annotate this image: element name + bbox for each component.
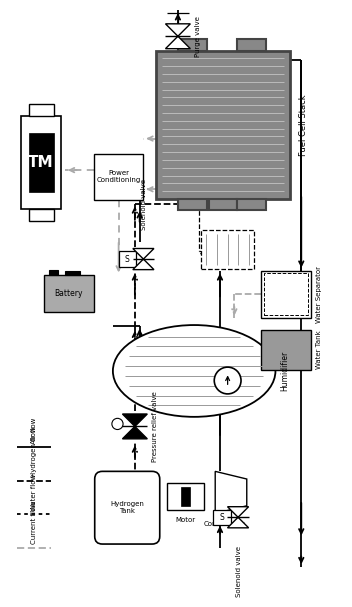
- Bar: [156, 50, 290, 199]
- Text: Humidifier: Humidifier: [280, 351, 289, 391]
- Text: TM: TM: [29, 155, 54, 170]
- Polygon shape: [227, 507, 249, 528]
- Ellipse shape: [113, 325, 276, 417]
- Polygon shape: [165, 24, 190, 49]
- Bar: [178, 39, 207, 50]
- Text: Purge valve: Purge valve: [195, 16, 201, 56]
- Bar: [178, 199, 207, 210]
- Text: Current flow: Current flow: [31, 501, 37, 544]
- Text: Compressor: Compressor: [204, 521, 246, 527]
- Bar: [208, 199, 237, 210]
- Text: Motor: Motor: [176, 517, 196, 523]
- Bar: [201, 231, 254, 269]
- Bar: [261, 330, 311, 370]
- Text: Hydrogen
Tank: Hydrogen Tank: [110, 501, 144, 514]
- Text: Water Tank: Water Tank: [316, 331, 322, 369]
- Text: Air flow: Air flow: [31, 417, 37, 444]
- Bar: [29, 209, 54, 221]
- Text: Solenoid valve: Solenoid valve: [142, 180, 147, 231]
- Polygon shape: [122, 414, 147, 439]
- Circle shape: [214, 367, 241, 394]
- Text: S: S: [125, 254, 130, 263]
- FancyBboxPatch shape: [95, 472, 160, 544]
- Bar: [49, 270, 58, 276]
- Bar: [21, 115, 61, 209]
- Bar: [237, 39, 266, 50]
- Bar: [29, 133, 54, 192]
- Bar: [65, 271, 80, 276]
- Bar: [261, 271, 311, 318]
- Text: Battery: Battery: [55, 289, 83, 298]
- Bar: [29, 104, 54, 115]
- Polygon shape: [215, 472, 247, 514]
- Bar: [264, 273, 308, 316]
- Bar: [213, 510, 231, 525]
- Text: Solenoid valve: Solenoid valve: [236, 546, 242, 597]
- Text: Water flow: Water flow: [31, 473, 37, 510]
- Bar: [168, 483, 204, 510]
- Text: Power
Conditioning: Power Conditioning: [96, 171, 141, 183]
- Text: Fuel Cell Stack: Fuel Cell Stack: [299, 94, 308, 155]
- Text: Pressure relief valve: Pressure relief valve: [152, 391, 158, 462]
- Polygon shape: [133, 248, 154, 270]
- Bar: [119, 251, 136, 266]
- Bar: [94, 154, 144, 200]
- Text: Hydrogen flow: Hydrogen flow: [31, 427, 37, 477]
- Bar: [237, 199, 266, 210]
- Text: Water Separator: Water Separator: [316, 266, 322, 323]
- Text: S: S: [220, 513, 224, 522]
- Bar: [181, 487, 190, 506]
- Bar: [44, 276, 94, 311]
- Circle shape: [112, 418, 123, 430]
